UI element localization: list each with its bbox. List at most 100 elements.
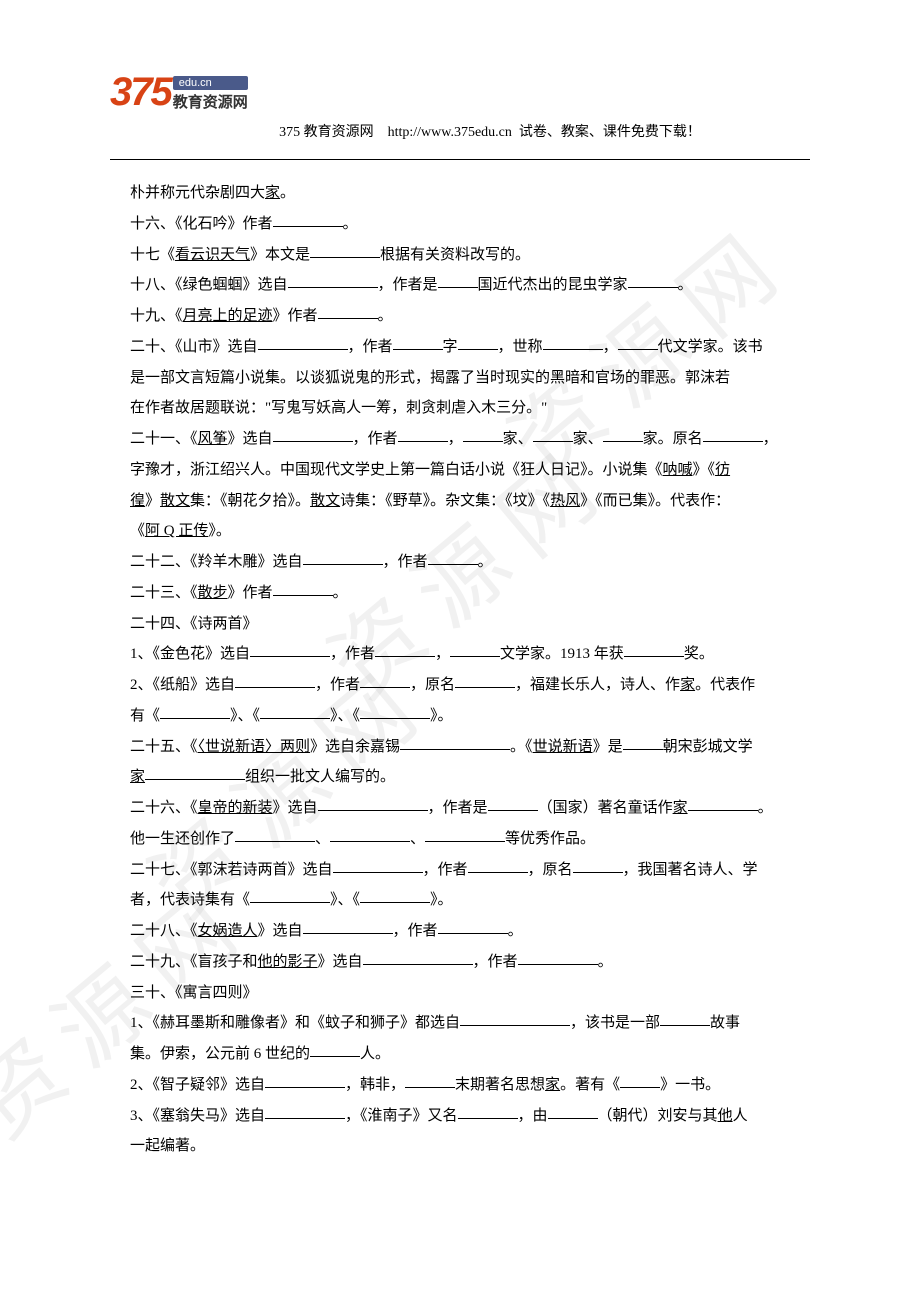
blank-field	[660, 1025, 710, 1026]
underlined-text: 家	[130, 769, 145, 785]
text-line: 二十三、《散步》作者。	[130, 578, 790, 609]
underlined-text: 皇帝的新装	[198, 800, 273, 816]
blank-field	[573, 872, 623, 873]
underlined-text: 看云识天气	[175, 247, 250, 263]
blank-field	[160, 718, 230, 719]
text-line: 是一部文言短篇小说集。以谈狐说鬼的形式，揭露了当时现实的黑暗和官场的罪恶。郭沫若	[130, 363, 790, 394]
logo-domain: edu.cn	[173, 76, 248, 90]
logo-number: 375	[110, 70, 171, 115]
text-line: 徨》散文集：《朝花夕拾》。散文诗集：《野草》。杂文集：《坟》《热风》《而已集》。…	[130, 486, 790, 517]
blank-field	[303, 933, 393, 934]
blank-field	[438, 933, 508, 934]
text-line: 1、《金色花》选自，作者，文学家。1913 年获奖。	[130, 639, 790, 670]
blank-field	[398, 441, 448, 442]
blank-field	[235, 687, 315, 688]
blank-field	[533, 441, 573, 442]
text-line: 家组织一批文人编写的。	[130, 762, 790, 793]
blank-field	[235, 841, 315, 842]
underlined-text: 〈世说新语〉两则	[198, 739, 311, 755]
blank-field	[265, 1118, 345, 1119]
blank-field	[463, 441, 503, 442]
blank-field	[273, 226, 343, 227]
underlined-text: 彷	[715, 462, 730, 478]
underlined-text: 徨	[130, 493, 145, 509]
blank-field	[330, 841, 410, 842]
blank-field	[428, 564, 478, 565]
blank-field	[265, 1087, 345, 1088]
text-line: 2、《智子疑邻》选自，韩非，末期著名思想家。著有《》一书。	[130, 1070, 790, 1101]
blank-field	[310, 257, 380, 258]
blank-field	[250, 656, 330, 657]
underlined-text: 散步	[198, 585, 228, 601]
blank-field	[360, 718, 430, 719]
blank-field	[318, 810, 428, 811]
logo: 375 edu.cn 教育资源网	[110, 70, 810, 115]
blank-field	[624, 656, 684, 657]
underlined-text: 他的影子	[258, 954, 318, 970]
header-attribution: 375 教育资源网 http://www.375edu.cn 试卷、教案、课件免…	[110, 121, 810, 141]
text-line: 他一生还创作了、、等优秀作品。	[130, 824, 790, 855]
text-line: 一起编著。	[130, 1131, 790, 1162]
blank-field	[333, 872, 423, 873]
underlined-text: 家	[545, 1077, 560, 1093]
underlined-text: 女娲造人	[198, 923, 258, 939]
blank-field	[318, 318, 378, 319]
underlined-text: 他	[718, 1108, 733, 1124]
blank-field	[273, 595, 333, 596]
blank-field	[260, 718, 330, 719]
text-line: 十七《看云识天气》本文是根据有关资料改写的。	[130, 240, 790, 271]
text-line: 集。伊索，公元前 6 世纪的人。	[130, 1039, 790, 1070]
blank-field	[548, 1118, 598, 1119]
text-line: 二十八、《女娲造人》选自，作者。	[130, 916, 790, 947]
blank-field	[360, 902, 430, 903]
blank-field	[360, 687, 410, 688]
underlined-text: 家	[265, 185, 280, 201]
text-line: 十九、《月亮上的足迹》作者。	[130, 301, 790, 332]
blank-field	[458, 1118, 518, 1119]
underlined-text: 风筝	[198, 431, 228, 447]
text-line: 3、《塞翁失马》选自，《淮南子》又名，由（朝代）刘安与其他人	[130, 1101, 790, 1132]
text-line: 二十二、《羚羊木雕》选自，作者。	[130, 547, 790, 578]
blank-field	[273, 441, 353, 442]
text-line: 朴并称元代杂剧四大家。	[130, 178, 790, 209]
blank-field	[703, 441, 763, 442]
blank-field	[460, 1025, 570, 1026]
blank-field	[438, 287, 478, 288]
blank-field	[425, 841, 505, 842]
text-line: 二十六、《皇帝的新装》选自，作者是（国家）著名童话作家。	[130, 793, 790, 824]
document-body: 朴并称元代杂剧四大家。 十六、《化石吟》作者。 十七《看云识天气》本文是根据有关…	[0, 160, 920, 1162]
text-line: 二十、《山市》选自，作者字，世称，代文学家。该书	[130, 332, 790, 363]
blank-field	[405, 1087, 455, 1088]
blank-field	[303, 564, 383, 565]
underlined-text: 热风	[550, 493, 580, 509]
text-line: 在作者故居题联说："写鬼写妖高人一筹，刺贪刺虐入木三分。"	[130, 393, 790, 424]
text-line: 有《》、《》、《》。	[130, 701, 790, 732]
underlined-text: 家	[673, 800, 688, 816]
text-line: 二十九、《盲孩子和他的影子》选自，作者。	[130, 947, 790, 978]
blank-field	[455, 687, 515, 688]
blank-field	[363, 964, 473, 965]
text-line: 《阿 Q 正传》。	[130, 516, 790, 547]
blank-field	[258, 349, 348, 350]
text-line: 十八、《绿色蝈蝈》选自，作者是国近代杰出的昆虫学家。	[130, 270, 790, 301]
underlined-text: 家	[680, 677, 695, 693]
blank-field	[250, 902, 330, 903]
logo-text-block: edu.cn 教育资源网	[173, 76, 248, 112]
text-line: 二十五、《〈世说新语〉两则》选自余嘉锡。《世说新语》是朝宋彭城文学	[130, 732, 790, 763]
underlined-text: 呐喊	[663, 462, 693, 478]
blank-field	[310, 1056, 360, 1057]
text-line: 三十、《寓言四则》	[130, 978, 790, 1009]
text-line: 者，代表诗集有《》、《》。	[130, 885, 790, 916]
text-line: 2、《纸船》选自，作者，原名，福建长乐人，诗人、作家。代表作	[130, 670, 790, 701]
blank-field	[620, 1087, 660, 1088]
underlined-text: 阿 Q 正传	[145, 523, 208, 539]
page-header: 375 edu.cn 教育资源网 375 教育资源网 http://www.37…	[0, 0, 920, 151]
blank-field	[623, 749, 663, 750]
text-line: 1、《赫耳墨斯和雕像者》和《蚊子和狮子》都选自，该书是一部故事	[130, 1008, 790, 1039]
blank-field	[543, 349, 603, 350]
text-line: 二十四、《诗两首》	[130, 609, 790, 640]
underlined-text: 世说新语	[533, 739, 593, 755]
blank-field	[628, 287, 678, 288]
blank-field	[393, 349, 443, 350]
blank-field	[518, 964, 598, 965]
